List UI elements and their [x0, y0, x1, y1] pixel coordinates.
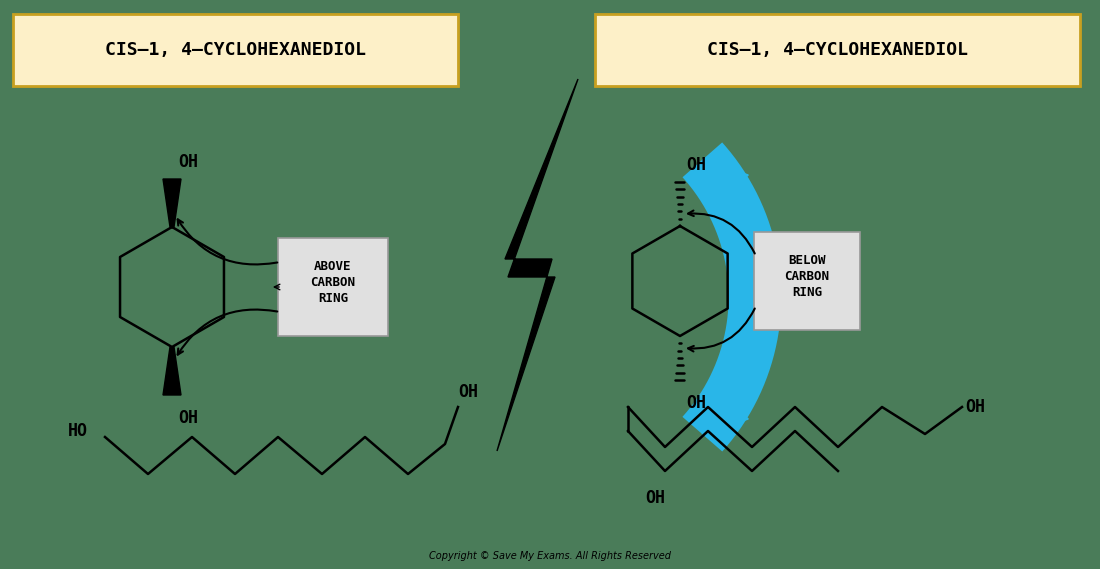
- Polygon shape: [163, 179, 182, 227]
- Text: OH: OH: [178, 409, 198, 427]
- Polygon shape: [497, 79, 578, 451]
- FancyBboxPatch shape: [754, 232, 860, 330]
- Text: OH: OH: [686, 156, 706, 174]
- FancyBboxPatch shape: [595, 14, 1080, 86]
- Text: CIS–1, 4–CYCLOHEXANEDIOL: CIS–1, 4–CYCLOHEXANEDIOL: [707, 41, 968, 59]
- Text: BELOW
CARBON
RING: BELOW CARBON RING: [784, 254, 829, 299]
- Text: OH: OH: [686, 394, 706, 412]
- Polygon shape: [702, 387, 748, 434]
- FancyBboxPatch shape: [278, 238, 388, 336]
- Text: OH: OH: [645, 489, 665, 507]
- Polygon shape: [163, 347, 182, 395]
- Text: ABOVE
CARBON
RING: ABOVE CARBON RING: [310, 259, 355, 304]
- Text: OH: OH: [178, 153, 198, 171]
- FancyBboxPatch shape: [13, 14, 458, 86]
- Text: OH: OH: [458, 383, 478, 401]
- Text: HO: HO: [68, 422, 88, 440]
- Text: CIS–1, 4–CYCLOHEXANEDIOL: CIS–1, 4–CYCLOHEXANEDIOL: [104, 41, 365, 59]
- Text: OH: OH: [965, 398, 985, 416]
- Text: Copyright © Save My Exams. All Rights Reserved: Copyright © Save My Exams. All Rights Re…: [429, 551, 671, 561]
- Polygon shape: [702, 160, 748, 207]
